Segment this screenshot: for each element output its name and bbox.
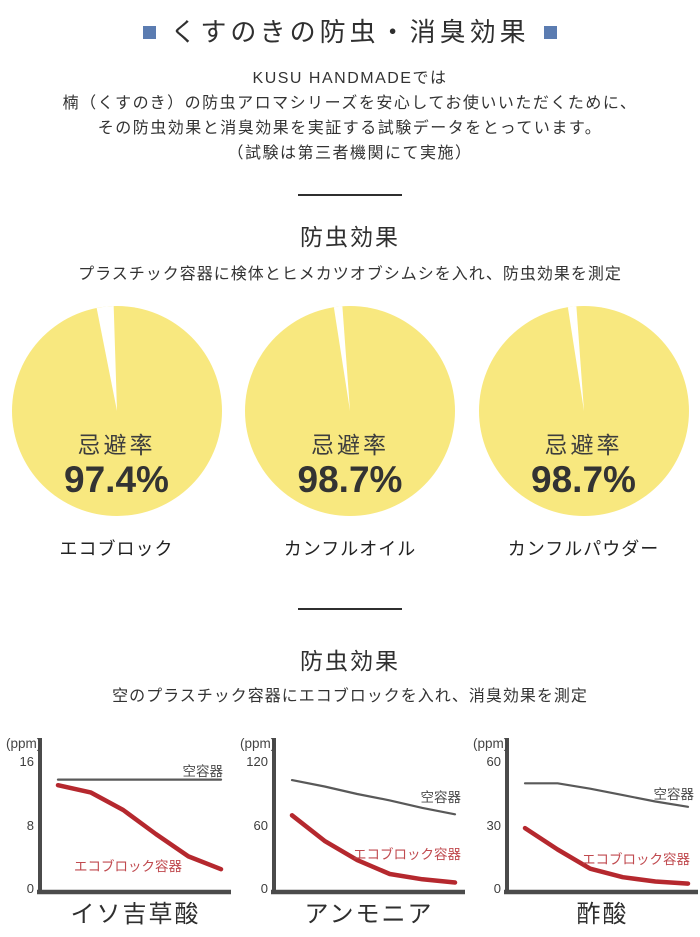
ecoblock-container-line xyxy=(289,813,457,885)
y-tick-label: 30 xyxy=(487,818,501,833)
y-tick-label: 0 xyxy=(27,881,34,896)
line-chart-row: (ppm) 16 8 0 空容器エコブロック容器 イソ吉草酸 (ppm) 120 60 0 空容… xyxy=(0,732,700,930)
pie-ecoblock-svg xyxy=(11,306,222,516)
page-title: くすのきの防虫・消臭効果 xyxy=(0,14,700,50)
line-chart-ammonia: (ppm) 120 60 0 空容器エコブロック容器 アンモニア xyxy=(234,732,467,930)
y-tick-label: 60 xyxy=(253,818,267,833)
ecoblock-container-line xyxy=(522,825,691,886)
chart-title-acetic-acid: 酢酸 xyxy=(576,901,629,928)
deodorant-section-heading: 防虫効果 xyxy=(300,648,400,674)
pie-chart-camphor-powder: 忌避率 98.7% カンフルパウダー xyxy=(467,306,700,560)
pie-chart-camphor-oil: 忌避率 98.7% カンフルオイル xyxy=(234,306,467,560)
ecoblock-container-label: エコブロック容器 xyxy=(582,851,690,867)
y-tick-label: 120 xyxy=(246,754,268,769)
y-tick-label: 16 xyxy=(20,754,34,769)
intro-line: KUSU HANDMADEでは xyxy=(252,70,448,87)
pie-caption-ecoblock: エコブロック xyxy=(59,539,174,559)
pie-slice-gap xyxy=(96,306,117,411)
y-tick-label: 0 xyxy=(260,881,267,896)
pie-slice-gap xyxy=(333,306,350,411)
intro-line: （試験は第三者機関にて実施） xyxy=(227,145,473,162)
y-tick-label: 0 xyxy=(494,881,501,896)
pie-chart-row: 忌避率 97.4% エコブロック 忌避率 98.7% カンフルオイル 忌避率 xyxy=(0,306,700,560)
ecoblock-container-label: エコブロック容器 xyxy=(353,846,461,862)
y-axis-unit-label: (ppm) xyxy=(240,736,275,751)
title-square-right-icon xyxy=(543,25,557,39)
pie-chart-ecoblock: 忌避率 97.4% エコブロック xyxy=(0,306,233,560)
line-chart-acetic-acid: (ppm) 60 30 0 空容器エコブロック容器 酢酸 xyxy=(467,732,700,930)
pie-camphor-powder-svg xyxy=(478,306,689,516)
empty-container-label: 空容器 xyxy=(183,763,224,779)
empty-container-line xyxy=(290,778,456,816)
y-tick-label: 60 xyxy=(487,754,501,769)
section-divider xyxy=(298,608,402,610)
repellent-section-heading: 防虫効果 xyxy=(300,224,400,250)
pie-caption-camphor-oil: カンフルオイル xyxy=(283,539,417,559)
intro-line: その防虫効果と消臭効果を実証する試験データをとっています。 xyxy=(97,120,603,137)
line-chart-isovaleric-acid: (ppm) 16 8 0 空容器エコブロック容器 イソ吉草酸 xyxy=(0,732,233,930)
empty-container-line xyxy=(523,782,690,808)
ecoblock-container-line xyxy=(55,782,224,872)
section-divider xyxy=(298,194,402,196)
pie-slice-gap xyxy=(567,306,584,411)
chart-title-ammonia: アンモニア xyxy=(304,901,434,928)
ecoblock-container-label: エコブロック容器 xyxy=(74,858,182,874)
intro-line: 楠（くすのき）の防虫アロマシリーズを安心してお使いいただくために、 xyxy=(62,95,638,112)
y-axis-unit-label: (ppm) xyxy=(473,736,508,751)
empty-container-label: 空容器 xyxy=(420,789,461,805)
repellent-section-subtitle: プラスチック容器に検体とヒメカツオブシムシを入れ、防虫効果を測定 xyxy=(78,266,622,283)
pie-camphor-oil-svg xyxy=(245,306,455,516)
chart-title-isovaleric-acid: イソ吉草酸 xyxy=(70,901,201,928)
pie-caption-camphor-powder: カンフルパウダー xyxy=(507,539,660,559)
y-axis-unit-label: (ppm) xyxy=(6,736,41,751)
page-title-text: くすのきの防虫・消臭効果 xyxy=(170,17,530,47)
empty-container-label: 空容器 xyxy=(654,786,695,802)
intro-paragraph: KUSU HANDMADEでは 楠（くすのき）の防虫アロマシリーズを安心してお使… xyxy=(0,66,700,166)
title-square-left-icon xyxy=(143,25,157,39)
deodorant-section-subtitle: 空のプラスチック容器にエコブロックを入れ、消臭効果を測定 xyxy=(112,688,588,705)
y-tick-label: 8 xyxy=(27,818,34,833)
